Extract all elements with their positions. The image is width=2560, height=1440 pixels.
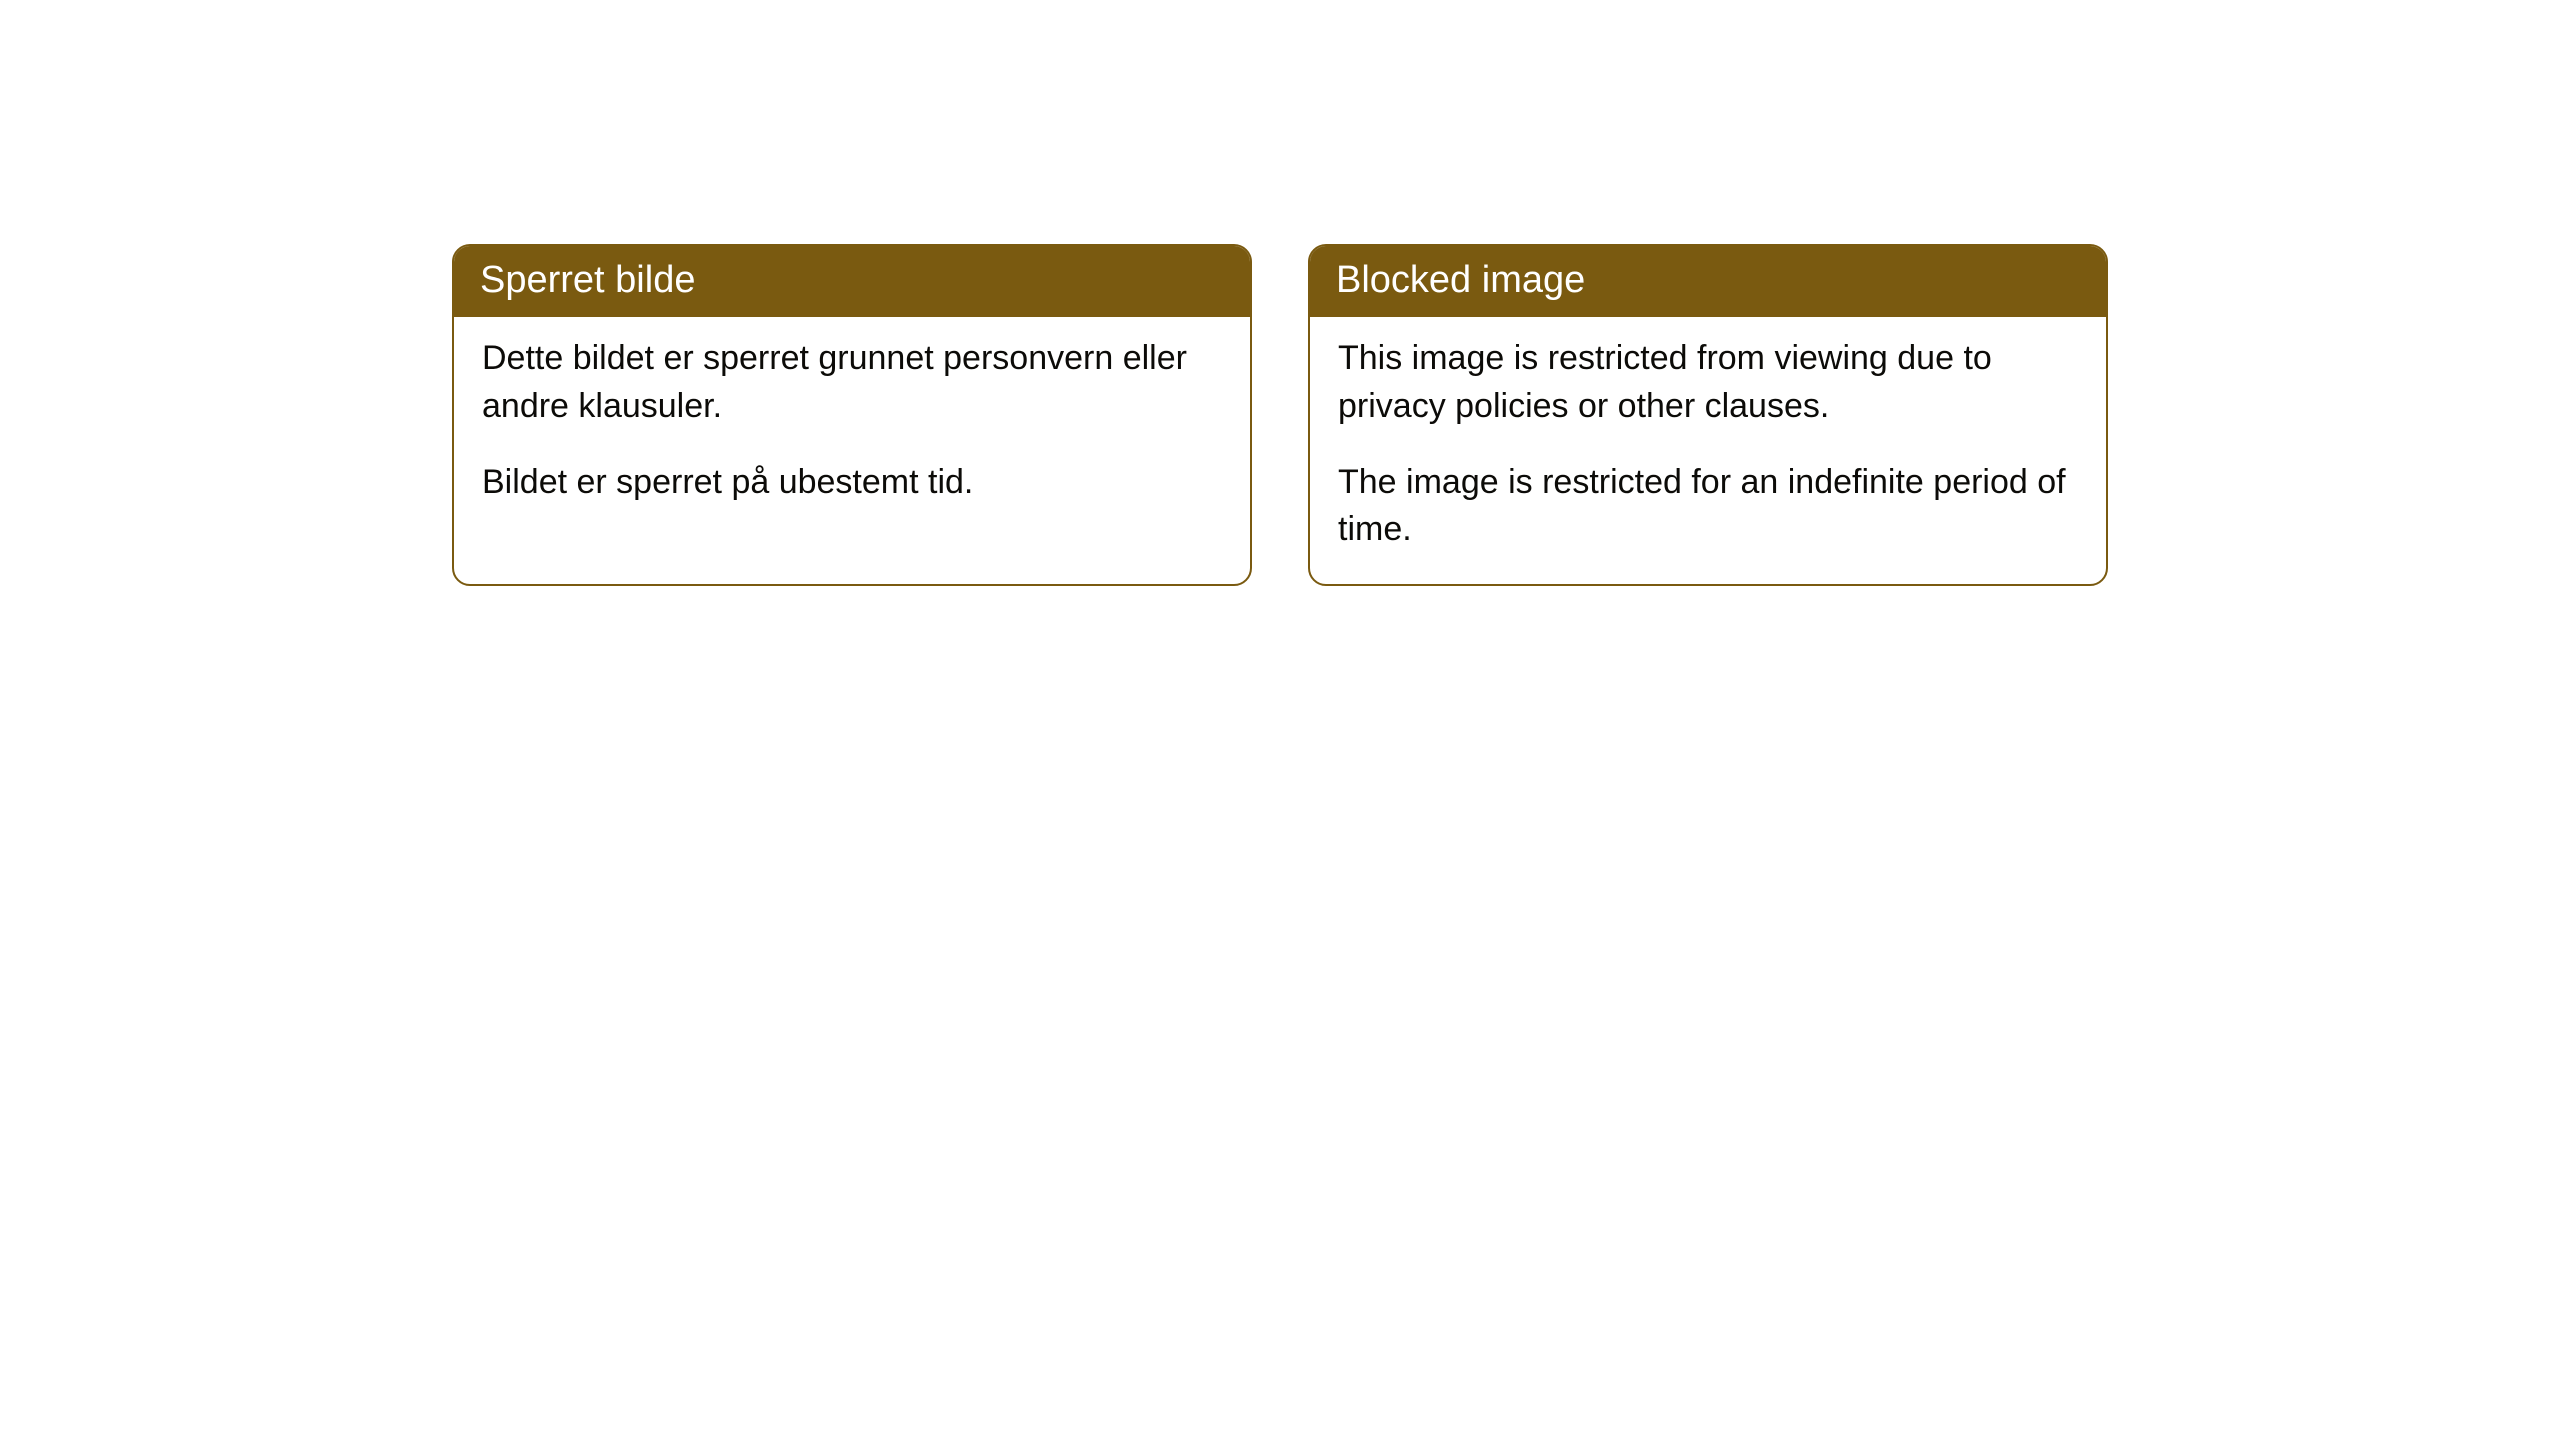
card-container: Sperret bilde Dette bildet er sperret gr… xyxy=(0,0,2560,586)
blocked-image-card-english: Blocked image This image is restricted f… xyxy=(1308,244,2108,586)
card-paragraph: Bildet er sperret på ubestemt tid. xyxy=(482,459,1222,507)
blocked-image-card-norwegian: Sperret bilde Dette bildet er sperret gr… xyxy=(452,244,1252,586)
card-paragraph: This image is restricted from viewing du… xyxy=(1338,335,2078,430)
card-header: Blocked image xyxy=(1310,246,2106,317)
card-body: This image is restricted from viewing du… xyxy=(1310,317,2106,583)
card-paragraph: Dette bildet er sperret grunnet personve… xyxy=(482,335,1222,430)
card-paragraph: The image is restricted for an indefinit… xyxy=(1338,459,2078,554)
card-body: Dette bildet er sperret grunnet personve… xyxy=(454,317,1250,536)
card-header: Sperret bilde xyxy=(454,246,1250,317)
